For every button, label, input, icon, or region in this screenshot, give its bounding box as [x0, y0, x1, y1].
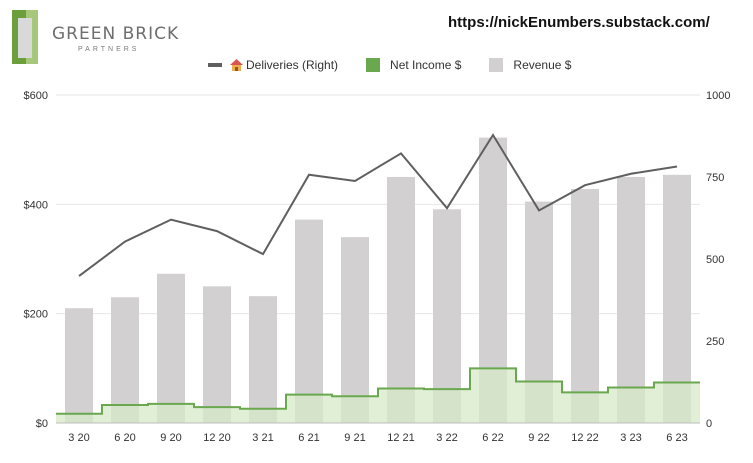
y-left-tick-label: $200 — [24, 309, 48, 321]
revenue-bar — [387, 177, 415, 423]
y-right-tick-label: 250 — [706, 336, 724, 348]
x-tick-label: 6 23 — [666, 432, 687, 444]
y-right-tick-label: 500 — [706, 254, 724, 266]
company-logo: GREEN BRICK PARTNERS — [12, 10, 182, 66]
x-tick-label: 12 21 — [387, 432, 415, 444]
legend-item-revenue: Revenue $ — [489, 58, 571, 72]
x-tick-label: 3 23 — [620, 432, 641, 444]
x-tick-label: 3 22 — [436, 432, 457, 444]
legend-item-net-income: Net Income $ — [366, 58, 461, 72]
x-tick-label: 6 21 — [298, 432, 319, 444]
revenue-bar — [65, 308, 93, 423]
x-tick-label: 9 20 — [160, 432, 181, 444]
legend-item-deliveries: Deliveries (Right) — [208, 58, 338, 72]
x-tick-label: 12 22 — [571, 432, 599, 444]
y-right-tick-label: 0 — [706, 418, 712, 430]
legend-label-net-income: Net Income $ — [390, 58, 462, 72]
revenue-bar — [295, 219, 323, 423]
x-tick-label: 6 22 — [482, 432, 503, 444]
chart-legend: Deliveries (Right) Net Income $ Revenue … — [208, 58, 599, 72]
net-income-step-line — [56, 367, 700, 415]
revenue-bar — [203, 286, 231, 423]
logo-name: GREEN BRICK — [52, 24, 180, 44]
x-tick-label: 9 22 — [528, 432, 549, 444]
revenue-bar — [157, 273, 185, 423]
y-left-tick-label: $600 — [24, 90, 48, 102]
legend-label-deliveries: Deliveries (Right) — [246, 58, 339, 72]
revenue-swatch — [489, 58, 504, 72]
source-url: https://nickEnumbers.substack.com/ — [448, 14, 710, 31]
house-icon — [230, 59, 243, 71]
x-tick-label: 3 21 — [252, 432, 273, 444]
x-tick-label: 6 20 — [114, 432, 135, 444]
x-tick-label: 12 20 — [203, 432, 231, 444]
y-left-tick-label: $0 — [36, 418, 48, 430]
revenue-bar — [341, 237, 369, 423]
revenue-bar — [617, 177, 645, 423]
revenue-bar — [111, 297, 139, 423]
y-left-tick-label: $400 — [24, 199, 48, 211]
legend-label-revenue: Revenue $ — [513, 58, 572, 72]
logo-mark-icon — [12, 10, 40, 64]
revenue-bar — [249, 296, 277, 423]
deliveries-swatch — [208, 63, 222, 67]
revenue-bar — [433, 209, 461, 423]
revenue-bar — [571, 189, 599, 423]
x-tick-label: 3 20 — [68, 432, 89, 444]
y-right-tick-label: 750 — [706, 172, 724, 184]
deliveries-line — [78, 133, 678, 277]
net-income-swatch — [366, 58, 381, 72]
x-tick-label: 9 21 — [344, 432, 365, 444]
logo-subtitle: PARTNERS — [78, 46, 140, 53]
y-right-tick-label: 1000 — [706, 90, 730, 102]
